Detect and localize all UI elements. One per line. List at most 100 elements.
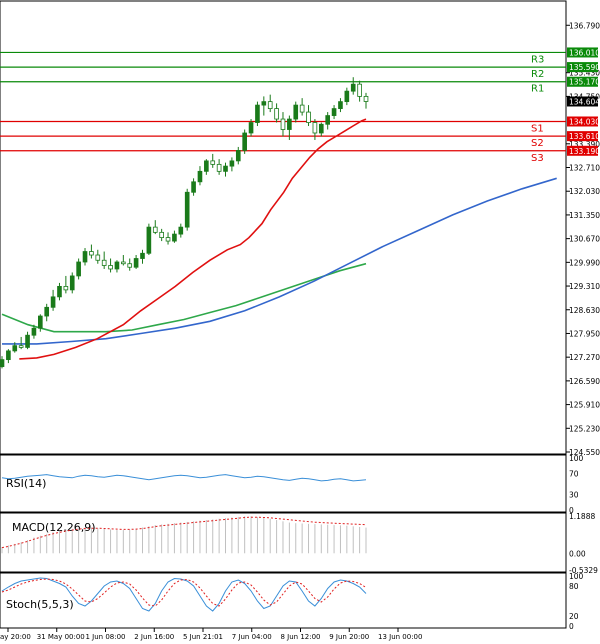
bear-candle <box>101 259 107 266</box>
support-price-tag <box>567 116 598 127</box>
y-tick-label: 125.910 <box>569 401 600 410</box>
bear-candle <box>357 83 362 97</box>
bull-candle <box>76 261 81 277</box>
resistance-label: R2 <box>531 69 544 80</box>
stoch-tick-label: 20 <box>569 612 579 621</box>
x-tick-label: ay 20:00 <box>0 633 31 641</box>
bear-candle <box>363 95 369 102</box>
stoch-label: Stoch(5,5,3) <box>6 598 74 611</box>
resistance-price-value: 135.170 <box>569 78 600 87</box>
bull-candle <box>50 296 56 308</box>
bear-candle <box>312 122 318 134</box>
y-tick-label: 132.710 <box>569 164 600 173</box>
bull-candle <box>229 160 235 167</box>
x-tick-label: 5 Jun 21:01 <box>183 633 223 641</box>
x-tick-label: 9 Jun 20:00 <box>329 633 369 641</box>
bear-candle <box>216 163 222 172</box>
main-panel-frame <box>0 0 567 455</box>
stoch-tick-label: 0 <box>569 622 574 631</box>
bull-candle <box>6 350 11 361</box>
resistance-price-tag <box>567 76 598 87</box>
stoch-k-line <box>1 577 367 612</box>
macd-tick-label: 0.00 <box>569 549 586 558</box>
current-price-value: 134.604 <box>569 97 600 106</box>
y-tick-label: 129.310 <box>569 282 600 291</box>
resistance-price-tag <box>567 47 598 58</box>
rsi-panel-frame <box>0 454 567 513</box>
rsi-tick-label: 100 <box>569 454 584 463</box>
bear-candle <box>95 254 101 261</box>
resistance-label: R3 <box>531 54 544 65</box>
resistance-price-tag <box>567 62 598 73</box>
bear-candle <box>165 237 171 242</box>
y-tick-label: 127.950 <box>569 329 600 338</box>
rsi-line <box>1 474 367 482</box>
x-axis: ay 20:00 31 May 00:00 1 Jun 08:00 2 Jun 16:… <box>0 628 422 641</box>
bull-candle <box>261 101 267 106</box>
x-tick-label: 2 Jun 16:00 <box>134 633 174 641</box>
bear-candle <box>210 160 216 165</box>
macd-label: MACD(12,26,9) <box>12 521 96 534</box>
bull-candle <box>12 345 18 352</box>
resistance-price-value: 136.010 <box>569 48 600 57</box>
support-label: S1 <box>531 123 544 134</box>
bear-candle <box>306 111 311 123</box>
bull-candle <box>344 90 350 103</box>
rsi-tick-label: 30 <box>569 490 579 499</box>
support-label: S3 <box>531 153 544 164</box>
bull-candle <box>248 122 254 134</box>
y-tick-label: 136.790 <box>569 21 600 30</box>
sma-fast-line <box>19 118 367 360</box>
y-tick-label: 133.390 <box>569 140 600 149</box>
macd-tick-label: -0.5329 <box>569 566 598 575</box>
bull-candle <box>140 252 145 259</box>
bear-candle <box>121 261 126 265</box>
y-tick-label: 127.270 <box>569 353 600 362</box>
bull-candle <box>44 306 50 317</box>
bull-candle <box>25 334 30 348</box>
macd-signal-line <box>1 516 367 549</box>
support-price-value: 133.190 <box>569 147 600 156</box>
bull-candle <box>235 150 241 162</box>
bull-candle <box>318 123 324 134</box>
rsi-tick-label: 0 <box>569 506 574 515</box>
rsi-panel: RSI(14) 100 70 30 0 <box>0 454 584 515</box>
bull-candle <box>57 285 62 298</box>
support-price-value: 133.610 <box>569 132 600 141</box>
resistance-price-value: 135.590 <box>569 63 600 72</box>
y-tick-label: 129.990 <box>569 258 600 267</box>
sma-slow-line <box>1 262 367 333</box>
y-tick-label: 132.030 <box>569 187 600 196</box>
bear-candle <box>280 118 286 130</box>
bear-candle <box>89 251 94 256</box>
bull-candle <box>223 165 228 172</box>
y-tick-label: 124.550 <box>569 448 600 457</box>
stoch-tick-label: 80 <box>569 582 579 591</box>
support-price-tag <box>567 145 598 156</box>
resistance-label: R1 <box>531 84 544 95</box>
bull-candle <box>82 251 88 263</box>
bull-candle <box>331 108 337 116</box>
bull-candle <box>114 261 120 270</box>
bull-candle <box>325 115 331 125</box>
bear-candle <box>267 101 273 109</box>
y-tick-label: 130.670 <box>569 235 600 244</box>
bull-candle <box>204 160 209 172</box>
x-tick-label: 31 May 00:00 <box>37 633 85 641</box>
bull-candle <box>338 101 343 109</box>
bull-candle <box>293 104 299 120</box>
bull-candle <box>31 327 37 336</box>
bear-candle <box>63 285 69 291</box>
x-tick-label: 8 Jun 12:00 <box>281 633 321 641</box>
bull-candle <box>242 132 247 151</box>
y-axis: 136.790135.430134.750133.390132.710132.0… <box>566 21 600 457</box>
bull-candle <box>133 258 139 268</box>
bear-candle <box>108 265 113 270</box>
y-tick-label: 131.350 <box>569 211 600 220</box>
macd-tick-label: 1.1888 <box>569 512 595 521</box>
stoch-panel-frame <box>0 572 567 629</box>
bear-candle <box>152 226 158 233</box>
bull-candle <box>255 104 260 123</box>
bear-candle <box>159 231 164 238</box>
